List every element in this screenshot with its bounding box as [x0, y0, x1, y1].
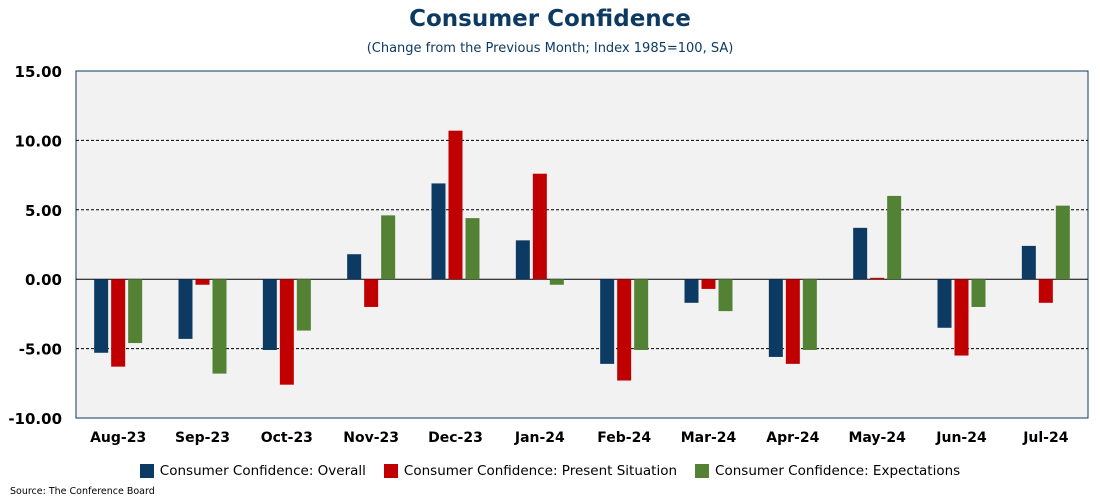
y-tick-label: 15.00: [15, 63, 62, 81]
bar-expectations: [802, 279, 817, 350]
bar-overall: [768, 279, 783, 357]
legend: Consumer Confidence: Overall Consumer Co…: [0, 463, 1100, 479]
x-tick-label: Jan-24: [514, 430, 565, 446]
bar-present: [364, 279, 379, 307]
bar-expectations: [971, 279, 986, 307]
legend-item-expectations: Consumer Confidence: Expectations: [695, 463, 960, 479]
bar-present: [1038, 279, 1053, 303]
bar-overall: [178, 279, 193, 339]
bar-expectations: [634, 279, 649, 350]
bar-expectations: [381, 215, 396, 280]
chart-title: Consumer Confidence: [409, 6, 691, 32]
bar-expectations: [887, 195, 902, 280]
x-tick-label: Nov-23: [343, 430, 399, 446]
legend-swatch: [139, 464, 154, 478]
x-tick-label: Apr-24: [766, 430, 819, 446]
bar-overall: [431, 183, 446, 280]
bar-present: [111, 279, 126, 367]
bar-present: [617, 279, 632, 381]
x-tick-label: Dec-23: [428, 430, 483, 446]
y-tick-label: -5.00: [19, 341, 62, 359]
y-tick-label: 10.00: [15, 132, 62, 150]
bar-expectations: [718, 279, 733, 312]
y-tick-label: 0.00: [25, 271, 62, 289]
x-tick-label: Aug-23: [90, 430, 146, 446]
bar-expectations: [212, 279, 227, 374]
bar-present: [195, 279, 210, 285]
plot-background: [75, 70, 1089, 419]
x-tick-label: Jun-24: [935, 430, 987, 446]
bar-overall: [937, 279, 952, 328]
bar-present: [870, 277, 885, 280]
bar-overall: [1021, 245, 1036, 280]
bar-present: [785, 279, 800, 364]
legend-item-present: Consumer Confidence: Present Situation: [383, 463, 678, 479]
bar-overall: [853, 227, 868, 280]
legend-swatch: [695, 464, 710, 478]
bar-overall: [684, 279, 699, 303]
x-tick-label: Sep-23: [175, 430, 230, 446]
legend-label: Consumer Confidence: Overall: [159, 463, 366, 479]
source-note: Source: The Conference Board: [10, 486, 155, 497]
legend-label: Consumer Confidence: Present Situation: [403, 463, 678, 479]
bar-overall: [600, 279, 615, 364]
bar-present: [701, 279, 716, 289]
x-tick-label: Mar-24: [681, 430, 737, 446]
bar-expectations: [128, 279, 143, 344]
bar-present: [532, 173, 547, 280]
bar-overall: [262, 279, 277, 350]
x-tick-label: May-24: [848, 430, 906, 446]
legend-item-overall: Consumer Confidence: Overall: [139, 463, 366, 479]
bar-expectations: [465, 218, 480, 280]
x-tick-label: Oct-23: [261, 430, 313, 446]
bar-present: [954, 279, 969, 356]
legend-swatch: [383, 464, 398, 478]
y-tick-label: 5.00: [25, 202, 62, 220]
y-tick-label: -10.00: [8, 410, 62, 428]
legend-label: Consumer Confidence: Expectations: [715, 463, 961, 479]
bar-overall: [347, 254, 362, 280]
bar-expectations: [296, 279, 311, 331]
bar-expectations: [549, 279, 564, 285]
bar-overall: [94, 279, 109, 353]
x-tick-label: Jul-24: [1022, 430, 1069, 446]
bar-expectations: [1055, 205, 1070, 280]
bar-present: [279, 279, 294, 385]
x-tick-label: Feb-24: [597, 430, 651, 446]
bar-overall: [515, 240, 530, 280]
chart-subtitle: (Change from the Previous Month; Index 1…: [366, 41, 734, 56]
bar-present: [448, 130, 463, 280]
